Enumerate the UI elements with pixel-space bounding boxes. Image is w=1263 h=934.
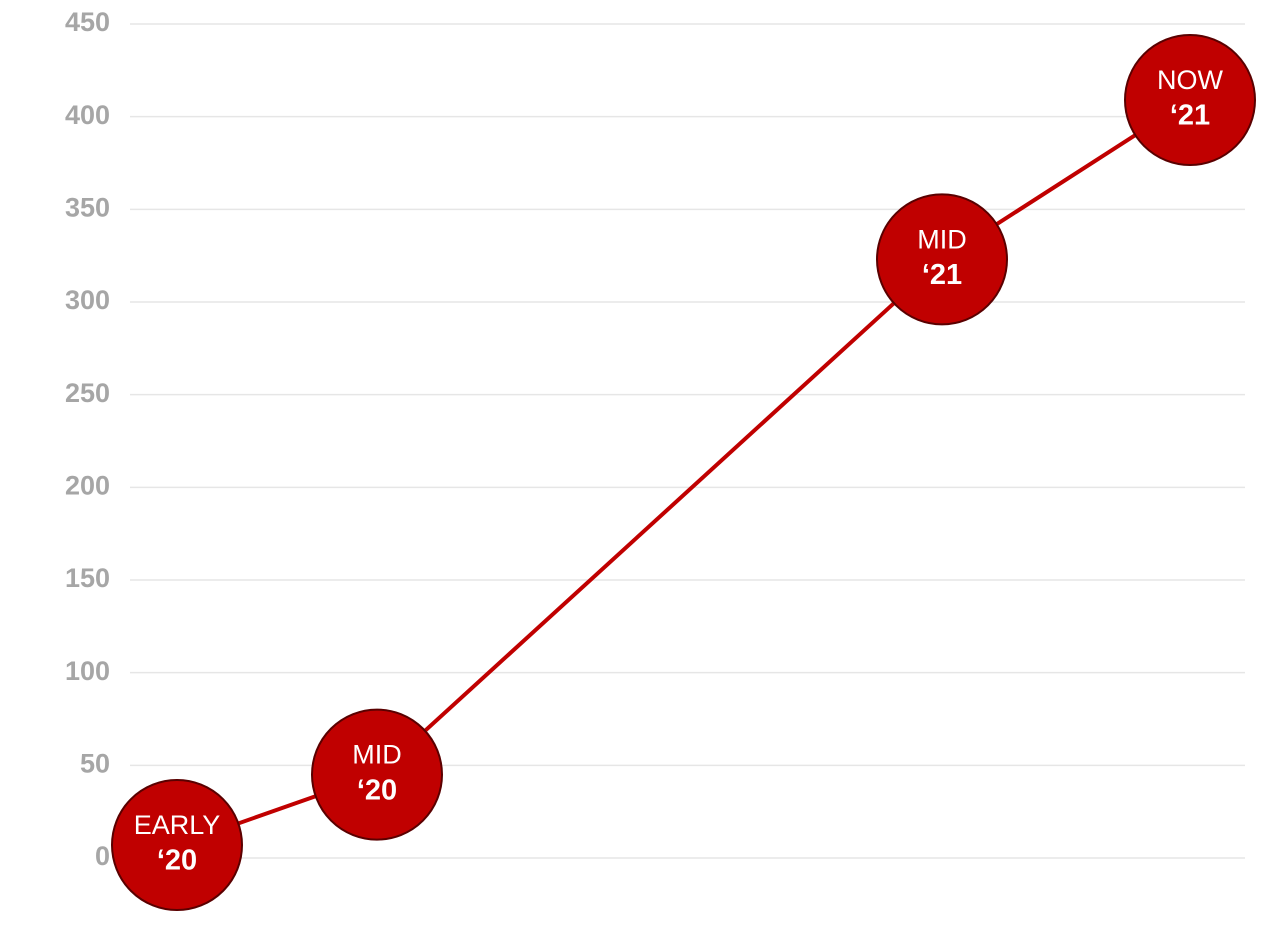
point: [111, 779, 243, 912]
y-tick-label: 150: [65, 563, 110, 593]
y-tick-label: 50: [80, 748, 110, 778]
point-label: EARLY: [134, 810, 221, 840]
point-label: NOW: [1157, 65, 1224, 95]
y-tick-label: 200: [65, 470, 110, 500]
point: [311, 708, 443, 841]
point-label: MID: [917, 224, 967, 254]
point-label: ‘21: [1170, 100, 1210, 132]
point: [1124, 33, 1256, 166]
point: [876, 193, 1008, 326]
line: [176, 98, 1192, 847]
y-tick-label: 250: [65, 378, 110, 408]
y-tick-label: 450: [65, 7, 110, 37]
y-tick-label: 100: [65, 656, 110, 686]
y-tick-label: 300: [65, 285, 110, 315]
point-label: ‘20: [357, 774, 397, 806]
point-label: ‘21: [922, 259, 962, 291]
y-tick-label: 0: [95, 841, 110, 871]
point-label: MID: [352, 740, 402, 770]
point-label: ‘20: [157, 845, 197, 877]
y-tick-label: 400: [65, 100, 110, 130]
y-tick-label: 350: [65, 192, 110, 222]
